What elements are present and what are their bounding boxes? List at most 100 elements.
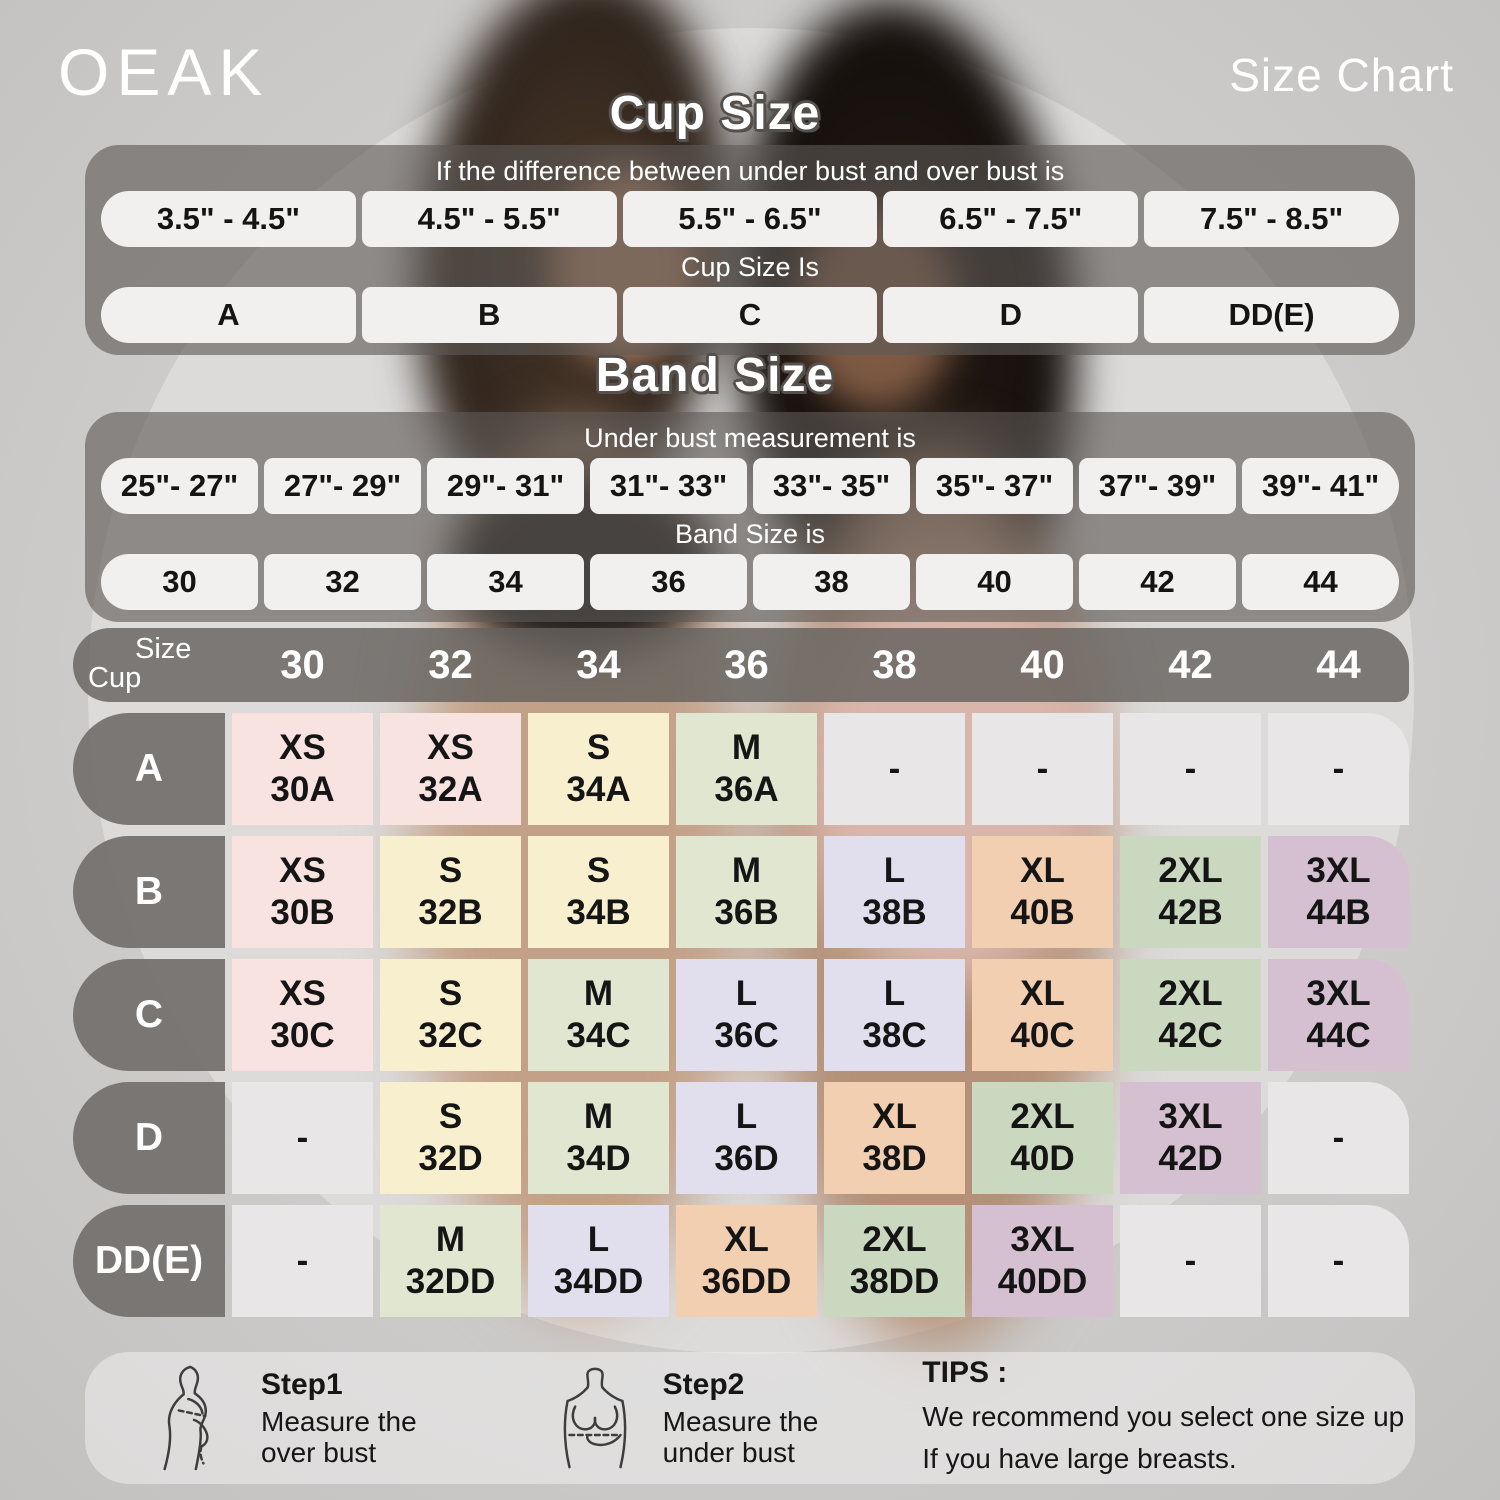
size-label: 3XL [1306, 974, 1371, 1013]
size-label: M [583, 1097, 614, 1136]
size-cell: S 32B [380, 836, 521, 948]
size-label: XS [279, 728, 326, 767]
size-cell: XS 30B [232, 836, 373, 948]
size-label: - [296, 1118, 309, 1157]
size-label: 3XL [1306, 851, 1371, 890]
step-desc: Measure the [662, 1405, 819, 1437]
band-number-pill: 34 [427, 554, 584, 610]
band-number-pill: 42 [1079, 554, 1236, 610]
size-code: 42B [1158, 893, 1223, 932]
size-label: L [883, 851, 906, 890]
column-header: 42 [1168, 642, 1213, 687]
measure-over-bust-icon [141, 1361, 245, 1475]
band-range-pill: 27"- 29" [264, 458, 421, 514]
measure-under-bust-icon [543, 1361, 647, 1475]
band-range-pill: 35"- 37" [916, 458, 1073, 514]
band-range-pill: 31"- 33" [590, 458, 747, 514]
brand-logo: OEAK [58, 35, 270, 109]
size-cell: S 34A [528, 713, 669, 825]
band-measure-label: Under bust measurement is [584, 423, 916, 453]
size-cell: S 32C [380, 959, 521, 1071]
band-range-pill: 33"- 35" [753, 458, 910, 514]
size-label: - [296, 1241, 309, 1280]
size-code: 40DD [997, 1262, 1088, 1301]
size-label: L [735, 1097, 758, 1136]
table-row: C XS 30C S 32C M 34C L 36C L 38C XL 40C 2XL 42C… [73, 959, 1409, 1071]
cup-size-section: If the difference between under bust and… [85, 145, 1415, 355]
size-cell: - [1268, 713, 1409, 825]
cup-range-row: 3.5" - 4.5" 4.5" - 5.5" 5.5" - 6.5" 6.5"… [101, 191, 1399, 247]
band-number-pill: 40 [916, 554, 1073, 610]
corner-cup-label: Cup [88, 662, 142, 694]
size-code: 42D [1158, 1139, 1223, 1178]
size-cell: L 36D [676, 1082, 817, 1194]
step-1: Step1 Measure the over bust [141, 1361, 417, 1475]
size-label: 2XL [1158, 851, 1223, 890]
size-matrix-header: Size Cup 30 32 34 36 38 40 42 44 [73, 628, 1409, 702]
size-label: S [586, 851, 611, 890]
row-label: A [73, 713, 225, 825]
column-header: 38 [872, 642, 917, 687]
size-cell: 3XL 40DD [972, 1205, 1113, 1317]
size-label: XL [872, 1097, 917, 1136]
size-cell: M 32DD [380, 1205, 521, 1317]
size-code: 36C [714, 1016, 779, 1055]
size-label: 2XL [862, 1220, 927, 1259]
size-code: 32B [418, 893, 483, 932]
size-cell: - [824, 713, 965, 825]
size-cell: - [1268, 1082, 1409, 1194]
size-code: 36DD [701, 1262, 792, 1301]
band-number-pill: 44 [1242, 554, 1399, 610]
cup-letter-pill: B [361, 287, 617, 343]
size-label: 2XL [1010, 1097, 1075, 1136]
tips-text: We recommend you select one size up [922, 1401, 1405, 1432]
size-code: 36A [714, 770, 779, 809]
step-2: Step2 Measure the under bust [543, 1361, 819, 1475]
cup-size-heading: Cup Size [609, 87, 821, 140]
size-label: - [1184, 1241, 1197, 1280]
size-code: 38B [862, 893, 927, 932]
step-desc: Measure the [261, 1405, 417, 1437]
band-number-row: 30 32 34 36 38 40 42 44 [101, 554, 1399, 610]
cup-size-is-label: Cup Size Is [680, 252, 820, 282]
column-header: 30 [280, 642, 325, 687]
size-label: L [883, 974, 906, 1013]
size-code: 40B [1010, 893, 1075, 932]
size-label: XS [279, 974, 326, 1013]
cup-letter-row: A B C D DD(E) [101, 287, 1399, 343]
page-title: Size Chart [1229, 49, 1454, 101]
table-row: DD(E) - M 32DD L 34DD XL 36DD 2XL 38DD 3XL 40… [73, 1205, 1409, 1317]
size-cell: - [232, 1205, 373, 1317]
size-label: XS [279, 851, 326, 890]
size-cell: - [232, 1082, 373, 1194]
size-label: XL [1020, 851, 1065, 890]
size-cell: M 36B [676, 836, 817, 948]
size-label: - [1332, 1241, 1345, 1280]
size-code: 42C [1158, 1016, 1223, 1055]
size-label: 3XL [1158, 1097, 1223, 1136]
measure-guide-footer: Step1 Measure the over bust [85, 1352, 1415, 1484]
row-label: DD(E) [73, 1205, 225, 1317]
band-range-row: 25"- 27" 27"- 29" 29"- 31" 31"- 33" 33"-… [101, 458, 1399, 514]
size-code: 34C [566, 1016, 631, 1055]
size-cell: L 34DD [528, 1205, 669, 1317]
band-range-pill: 39"- 41" [1242, 458, 1399, 514]
size-cell: 2XL 42B [1120, 836, 1261, 948]
corner-size-label: Size [135, 633, 192, 665]
size-label: - [888, 749, 901, 788]
cup-diff-label: If the difference between under bust and… [435, 156, 1065, 186]
size-cell: XL 36DD [676, 1205, 817, 1317]
size-label: M [731, 851, 762, 890]
cup-letter-pill: A [101, 287, 356, 343]
size-label: - [1036, 749, 1049, 788]
size-label: L [735, 974, 758, 1013]
size-code: 32A [418, 770, 483, 809]
tips-label: TIPS : [922, 1356, 1008, 1389]
size-cell: XL 40C [972, 959, 1113, 1071]
band-size-section: Under bust measurement is 25"- 27" 27"- … [85, 412, 1415, 622]
size-cell: XS 30C [232, 959, 373, 1071]
band-range-pill: 37"- 39" [1079, 458, 1236, 514]
cup-range-pill: 6.5" - 7.5" [883, 191, 1139, 247]
size-code: 38DD [849, 1262, 940, 1301]
